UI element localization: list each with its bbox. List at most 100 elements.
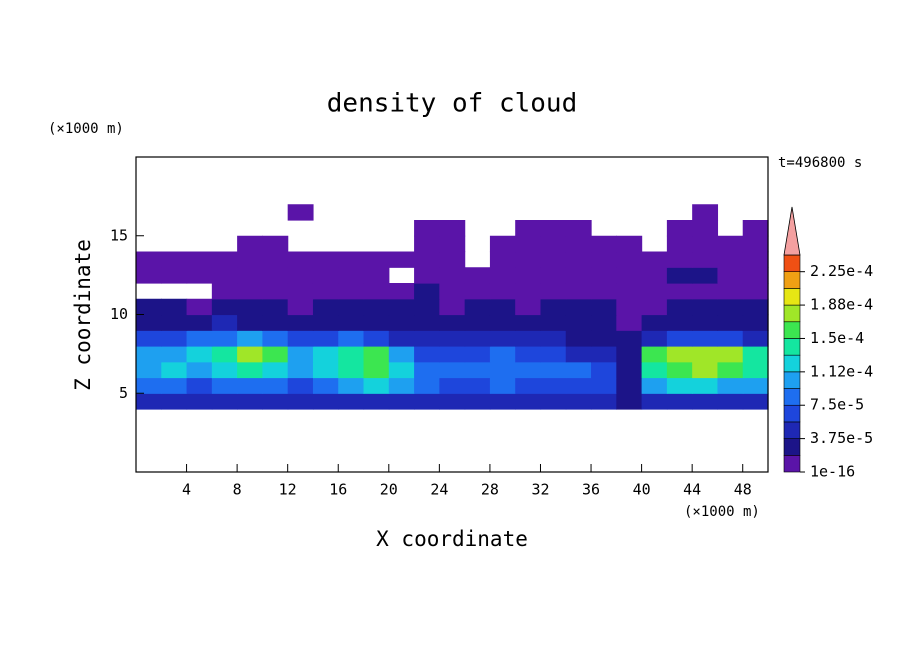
y-unit: (×1000 m) — [48, 121, 124, 137]
contour-cell — [237, 377, 263, 394]
contour-cell — [692, 283, 719, 300]
contour-cell — [262, 298, 289, 316]
contour-cell — [312, 330, 339, 347]
contour-cell — [439, 251, 466, 268]
contour-cell — [186, 314, 213, 331]
contour-cell — [287, 393, 314, 410]
contour-cell — [287, 377, 314, 394]
contour-cell — [287, 330, 314, 347]
contour-cell — [136, 346, 162, 363]
contour-cell — [338, 298, 365, 316]
colorbar-tick-label: 1.12e-4 — [810, 362, 873, 380]
contour-cell — [666, 220, 693, 237]
contour-cell — [641, 377, 668, 394]
contour-cell — [136, 361, 162, 379]
contour-cell — [742, 298, 769, 316]
contour-cell — [363, 283, 390, 300]
contour-cell — [237, 235, 263, 253]
contour-cell — [439, 361, 466, 379]
contour-cell — [338, 267, 365, 284]
contour-cell — [591, 361, 617, 379]
contour-cell — [666, 298, 693, 316]
contour-cell — [666, 346, 693, 363]
contour-cell — [464, 330, 491, 347]
contour-cell — [692, 298, 719, 316]
contour-cell — [489, 330, 516, 347]
contour-cell — [717, 283, 744, 300]
contour-cell — [666, 361, 693, 379]
contour-cell — [565, 346, 592, 363]
contour-cell — [515, 361, 542, 379]
contour-cell — [515, 235, 542, 253]
contour-cell — [742, 330, 769, 347]
contour-cell — [338, 330, 365, 347]
contour-cell — [565, 361, 592, 379]
contour-cell — [211, 251, 238, 268]
contour-cell — [211, 393, 238, 410]
contour-cell — [717, 346, 744, 363]
contour-cell — [616, 267, 643, 284]
contour-cell — [692, 267, 719, 284]
contour-cell — [489, 251, 516, 268]
contour-cell — [565, 251, 592, 268]
contour-cell — [414, 235, 440, 253]
contour-cell — [616, 361, 643, 379]
contour-cell — [515, 314, 542, 331]
contour-cell — [742, 235, 769, 253]
contour-cell — [565, 314, 592, 331]
contour-cell — [439, 330, 466, 347]
contour-cell — [515, 393, 542, 410]
contour-cell — [388, 314, 415, 331]
contour-cell — [237, 251, 263, 268]
chart-title: density of cloud — [327, 89, 577, 119]
contour-cell — [363, 393, 390, 410]
contour-cell — [211, 298, 238, 316]
contour-cell — [312, 267, 339, 284]
contour-cell — [388, 298, 415, 316]
contour-cell — [464, 283, 491, 300]
contour-cell — [540, 220, 567, 237]
contour-cell — [717, 267, 744, 284]
contour-cell — [136, 377, 162, 394]
contour-cell — [312, 361, 339, 379]
contour-cell — [540, 377, 567, 394]
contour-cell — [591, 377, 617, 394]
contour-cell — [136, 314, 162, 331]
contour-cell — [237, 267, 263, 284]
contour-cell — [414, 361, 440, 379]
contour-cell — [540, 298, 567, 316]
colorbar-tick-label: 2.25e-4 — [810, 262, 873, 280]
contour-cell — [186, 330, 213, 347]
colorbar-box — [783, 438, 801, 456]
contour-cell — [692, 314, 719, 331]
contour-cell — [287, 346, 314, 363]
contour-cell — [591, 283, 617, 300]
colorbar-tick-label: 1e-16 — [810, 463, 855, 481]
contour-cell — [692, 346, 719, 363]
contour-cell — [414, 346, 440, 363]
contour-cell — [237, 346, 263, 363]
contour-cell — [237, 361, 263, 379]
contour-cell — [692, 235, 719, 253]
contour-cell — [211, 377, 238, 394]
contour-cell — [742, 346, 769, 363]
contour-cell — [515, 346, 542, 363]
contour-cell — [591, 393, 617, 410]
contour-cell — [312, 393, 339, 410]
contour-cell — [540, 251, 567, 268]
contour-cell — [616, 235, 643, 253]
contour-cell — [262, 393, 289, 410]
contour-cell — [717, 330, 744, 347]
contour-cell — [211, 330, 238, 347]
contour-cell — [717, 235, 744, 253]
contour-cell — [540, 393, 567, 410]
contour-cell — [666, 330, 693, 347]
colorbar-box — [783, 271, 801, 289]
x-unit: (×1000 m) — [684, 504, 760, 520]
contour-cell — [414, 393, 440, 410]
contour-cell — [186, 361, 213, 379]
contour-cell — [363, 314, 390, 331]
contour-cell — [338, 377, 365, 394]
contour-cell — [161, 377, 188, 394]
contour-cell — [262, 283, 289, 300]
